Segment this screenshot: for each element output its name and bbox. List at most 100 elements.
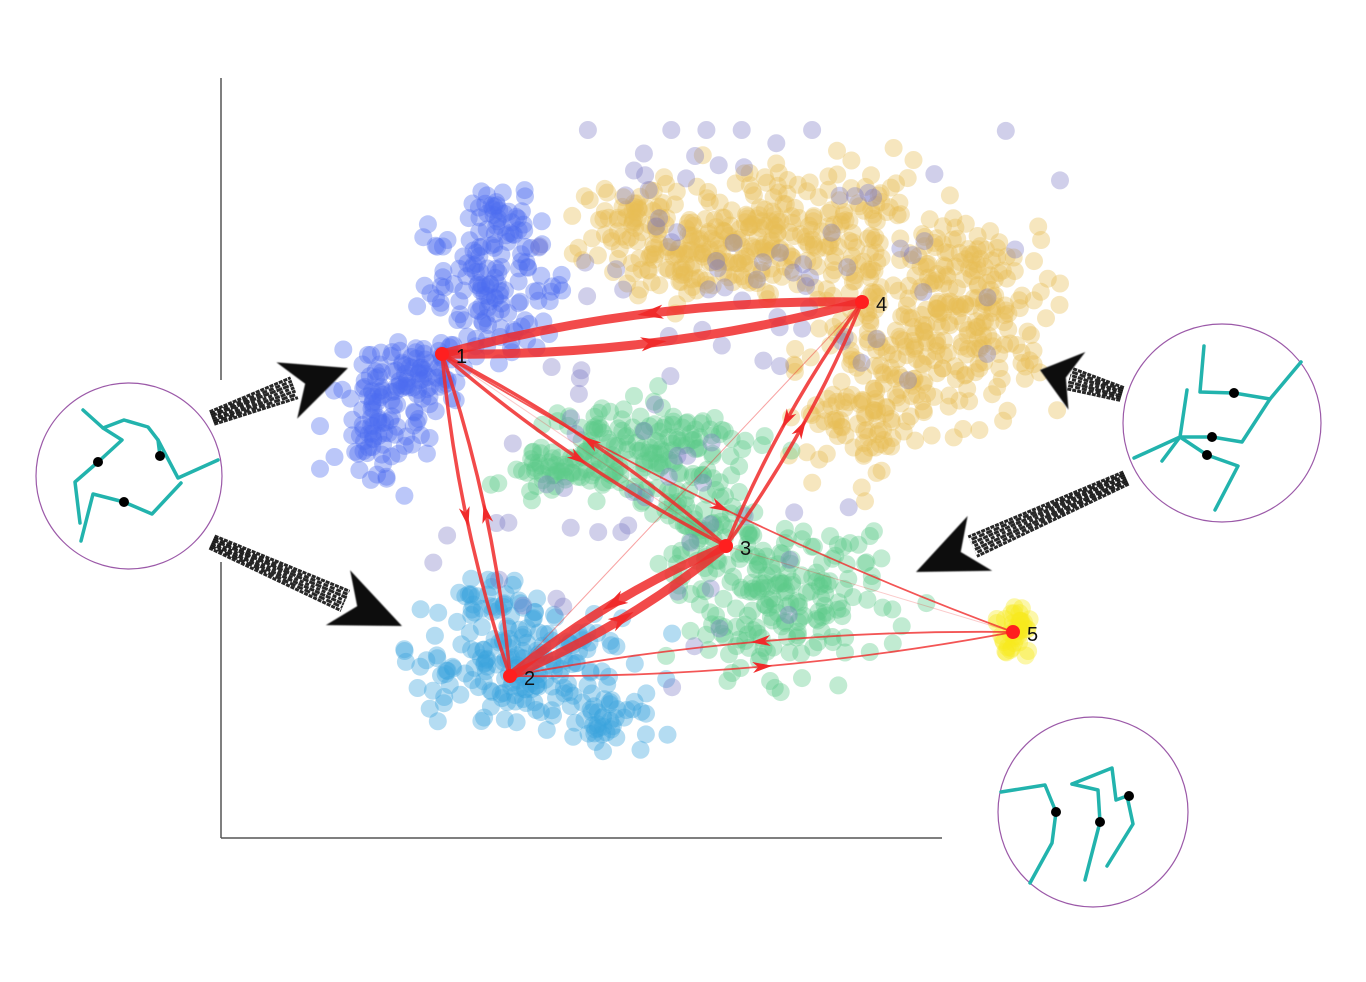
scatter-point: [867, 283, 886, 302]
scatter-point: [952, 333, 971, 352]
scatter-point: [471, 281, 490, 300]
scatter-point: [437, 661, 456, 680]
scatter-point: [817, 280, 836, 299]
scatter-point: [804, 208, 823, 227]
edge-arrowhead-2-to-5: [752, 661, 773, 673]
scatter-point: [489, 263, 508, 282]
scatter-point: [948, 295, 967, 314]
scatter-point: [958, 321, 977, 340]
scatter-point: [817, 606, 836, 625]
scatter-point: [483, 682, 502, 701]
scatter-point: [512, 252, 531, 271]
scatter-point: [781, 260, 800, 279]
scatter-point: [1015, 369, 1034, 388]
scatter-point: [532, 438, 551, 457]
scatter-point: [627, 203, 646, 222]
scatter-point: [468, 276, 487, 295]
scatter-point: [755, 217, 774, 235]
scatter-point: [490, 286, 509, 304]
scatter-point: [919, 268, 938, 287]
scatter-point: [684, 216, 703, 235]
scatter-point: [411, 358, 430, 377]
scatter-point: [954, 270, 973, 288]
scatter-point: [809, 602, 828, 621]
scatter-point: [992, 370, 1011, 388]
scatter-point: [753, 253, 772, 272]
scatter-point: [904, 369, 923, 388]
scatter-point: [827, 392, 846, 411]
scatter-point: [927, 299, 946, 318]
scatter-point: [608, 210, 627, 229]
scatter-point: [675, 244, 694, 263]
scatter-point: [824, 385, 842, 404]
scatter-point: [960, 392, 979, 411]
scatter-point: [648, 225, 667, 244]
scatter-point: [914, 401, 933, 419]
scatter-point: [934, 274, 952, 293]
scatter-point: [751, 647, 770, 666]
scatter-point: [503, 575, 522, 594]
scatter-point: [938, 267, 957, 286]
scatter-point: [743, 601, 762, 620]
scatter-point: [909, 247, 928, 266]
scatter-point: [867, 330, 886, 348]
scatter-point: [762, 557, 781, 576]
scatter-point: [423, 681, 442, 700]
scatter-point: [717, 252, 736, 271]
scatter-point: [899, 289, 918, 308]
scatter-point: [562, 409, 580, 428]
scatter-point: [690, 595, 709, 614]
scatter-point: [823, 225, 842, 244]
scatter-point: [780, 223, 799, 242]
scatter-point: [943, 230, 962, 249]
scatter-point: [747, 270, 766, 289]
scatter-point: [890, 327, 909, 346]
scatter-point: [350, 426, 369, 445]
scatter-point: [566, 713, 585, 732]
scatter-point: [967, 312, 986, 331]
scatter-point: [832, 372, 851, 391]
scatter-point: [761, 284, 779, 303]
scatter-point: [875, 365, 894, 384]
scatter-point: [325, 448, 344, 466]
scatter-point: [959, 240, 978, 259]
scatter-point: [871, 356, 890, 375]
scatter-point: [711, 252, 730, 271]
scatter-point: [643, 244, 662, 263]
scatter-point: [594, 707, 613, 726]
edge-arrowhead-3-to-4: [791, 419, 807, 440]
scatter-point: [382, 346, 401, 365]
scatter-point: [570, 369, 589, 388]
scatter-point: [1010, 291, 1029, 310]
scatter-point: [355, 371, 374, 390]
scatter-point: [892, 307, 911, 326]
scatter-point: [740, 176, 759, 195]
scatter-point: [835, 399, 854, 418]
scatter-point: [861, 243, 879, 262]
scatter-point: [822, 397, 841, 416]
scatter-point: [574, 448, 593, 467]
scatter-point: [1011, 611, 1030, 630]
scatter-point: [383, 343, 402, 362]
scatter-point: [864, 205, 883, 224]
scatter-point: [852, 393, 871, 411]
scatter-point: [738, 207, 757, 226]
scatter-point: [971, 249, 990, 268]
scatter-point: [1024, 355, 1043, 374]
scatter-point: [840, 254, 859, 273]
scatter-point: [593, 475, 612, 494]
scatter-point: [552, 265, 571, 284]
scatter-point: [606, 462, 625, 481]
scatter-point: [785, 355, 803, 374]
scatter-point: [872, 249, 891, 268]
scatter-point: [501, 224, 520, 243]
scatter-point: [778, 627, 797, 646]
scatter-point: [690, 268, 709, 287]
scatter-point: [597, 723, 616, 742]
scatter-point: [492, 258, 511, 276]
scatter-point: [484, 205, 503, 224]
scatter-point: [1012, 354, 1031, 372]
scatter-point: [750, 239, 769, 258]
scatter-point: [514, 690, 533, 708]
